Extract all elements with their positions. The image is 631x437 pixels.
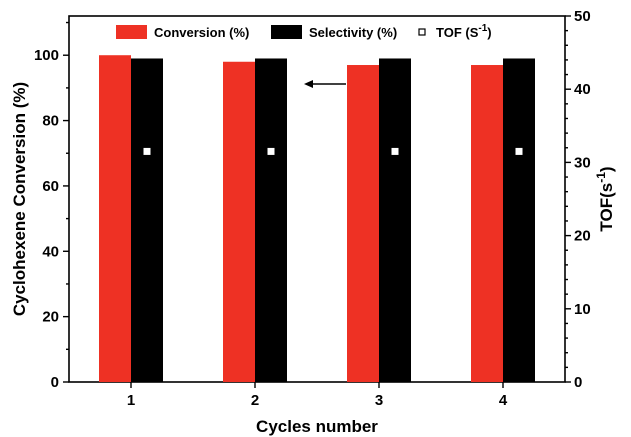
right-tick-label-0: 0	[574, 374, 582, 391]
right-title-base: TOF(s	[597, 183, 616, 232]
bar-conversion-1	[99, 55, 131, 382]
right-tick-label-10: 10	[574, 301, 591, 318]
x-tick-label-4: 4	[499, 392, 508, 409]
bars	[99, 55, 535, 383]
x-ticks: 1 2 3 4	[127, 382, 508, 409]
x-tick-label-1: 1	[127, 392, 135, 409]
right-y-ticks: 0 10 20 30 40 50	[565, 8, 591, 391]
left-tick-label-20: 20	[42, 309, 59, 326]
bar-selectivity-2	[255, 58, 287, 382]
right-title-sup: -1	[594, 172, 608, 183]
left-tick-label-80: 80	[42, 113, 59, 130]
right-tick-label-40: 40	[574, 81, 591, 98]
bar-conversion-2	[223, 61, 255, 382]
x-tick-label-3: 3	[375, 392, 383, 409]
left-y-ticks: 0 20 40 60 80 100	[34, 21, 69, 391]
tof-markers	[143, 147, 523, 155]
bar-conversion-3	[347, 65, 379, 383]
legend-swatch-selectivity	[271, 25, 302, 39]
left-tick-label-40: 40	[42, 243, 59, 260]
right-title-suffix: )	[597, 166, 616, 172]
right-tick-label-20: 20	[574, 228, 591, 245]
legend-marker-tof	[418, 28, 426, 36]
right-tick-label-50: 50	[574, 8, 591, 25]
tof-point-1	[143, 147, 151, 155]
annotation-arrow	[304, 80, 346, 88]
legend: Conversion (%) Selectivity (%) TOF (S-1)	[116, 23, 492, 40]
bar-selectivity-3	[379, 58, 411, 382]
right-tick-label-30: 30	[574, 154, 591, 171]
right-y-axis-title: TOF(s-1)	[594, 166, 616, 231]
legend-label-conversion: Conversion (%)	[154, 25, 249, 40]
legend-label-tof: TOF (S-1)	[436, 23, 492, 40]
tof-point-3	[391, 147, 399, 155]
tof-point-4	[515, 147, 523, 155]
bar-conversion-4	[471, 65, 503, 383]
left-tick-label-0: 0	[51, 374, 59, 391]
bar-selectivity-1	[131, 58, 163, 382]
legend-tof-suffix: )	[487, 25, 491, 40]
legend-tof-sup: -1	[478, 23, 487, 34]
legend-tof-base: TOF (S	[436, 25, 479, 40]
left-tick-label-100: 100	[34, 47, 59, 64]
left-tick-label-60: 60	[42, 178, 59, 195]
legend-label-selectivity: Selectivity (%)	[309, 25, 397, 40]
plot-frame	[68, 15, 566, 383]
left-y-axis-title: Cyclohexene Conversion (%)	[10, 82, 29, 316]
x-axis-title: Cycles number	[256, 417, 378, 436]
legend-swatch-conversion	[116, 25, 147, 39]
x-tick-label-2: 2	[251, 392, 259, 409]
tof-point-2	[267, 147, 275, 155]
bar-selectivity-4	[503, 58, 535, 382]
